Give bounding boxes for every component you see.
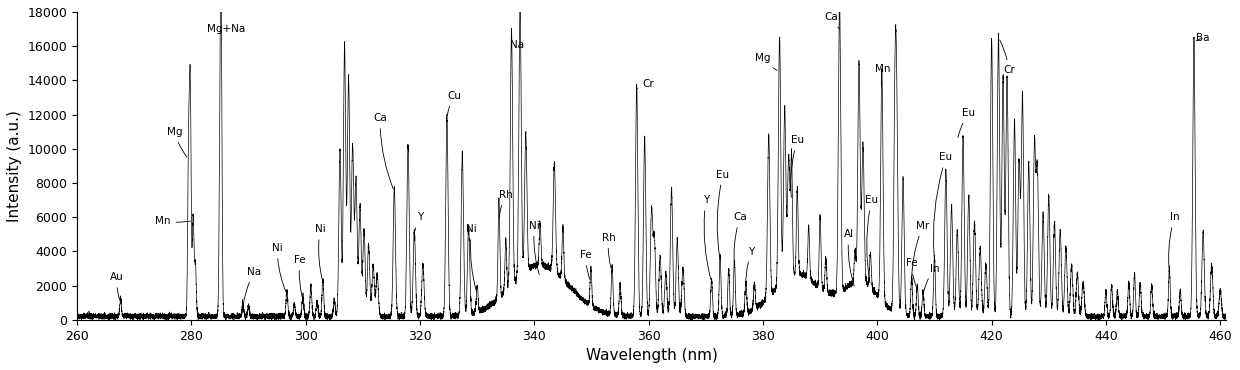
Text: Eu: Eu: [934, 152, 952, 257]
Text: Mg: Mg: [755, 53, 777, 70]
Text: Eu: Eu: [717, 169, 729, 257]
Text: Al: Al: [843, 229, 854, 286]
Text: Mg+Na: Mg+Na: [207, 24, 244, 40]
Text: In: In: [924, 263, 939, 292]
Text: Fe: Fe: [905, 259, 918, 286]
Text: Ni: Ni: [272, 243, 285, 292]
Text: Ni: Ni: [466, 224, 477, 292]
Text: Rh: Rh: [498, 190, 512, 218]
Text: Eu: Eu: [866, 195, 878, 283]
Text: Y: Y: [745, 246, 755, 286]
Text: Ca: Ca: [825, 12, 839, 29]
Text: Cu: Cu: [448, 91, 461, 115]
Text: Mn: Mn: [875, 64, 890, 86]
Text: Ba: Ba: [1197, 33, 1210, 43]
Text: Y: Y: [414, 212, 423, 232]
Text: Mn: Mn: [155, 216, 191, 226]
Y-axis label: Intensity (a.u.): Intensity (a.u.): [7, 110, 22, 222]
Text: Cr: Cr: [999, 40, 1014, 75]
Text: Fe: Fe: [294, 255, 306, 297]
Text: Rh: Rh: [601, 233, 615, 269]
Text: Na: Na: [243, 267, 262, 305]
Text: Eu: Eu: [791, 135, 804, 197]
Text: Na: Na: [510, 40, 525, 50]
Text: Ni: Ni: [315, 224, 325, 279]
Text: Ca: Ca: [373, 113, 393, 189]
Text: Fe: Fe: [580, 250, 591, 280]
Text: Eu: Eu: [959, 108, 976, 138]
Text: Y: Y: [703, 195, 711, 279]
Text: Cr: Cr: [636, 79, 655, 89]
Text: Mg: Mg: [166, 127, 187, 157]
X-axis label: Wavelength (nm): Wavelength (nm): [585, 348, 718, 363]
Text: In: In: [1168, 212, 1179, 269]
Text: Ca: Ca: [733, 212, 746, 262]
Text: Mr: Mr: [911, 221, 930, 279]
Text: Ni: Ni: [529, 221, 539, 275]
Text: Au: Au: [110, 272, 124, 300]
